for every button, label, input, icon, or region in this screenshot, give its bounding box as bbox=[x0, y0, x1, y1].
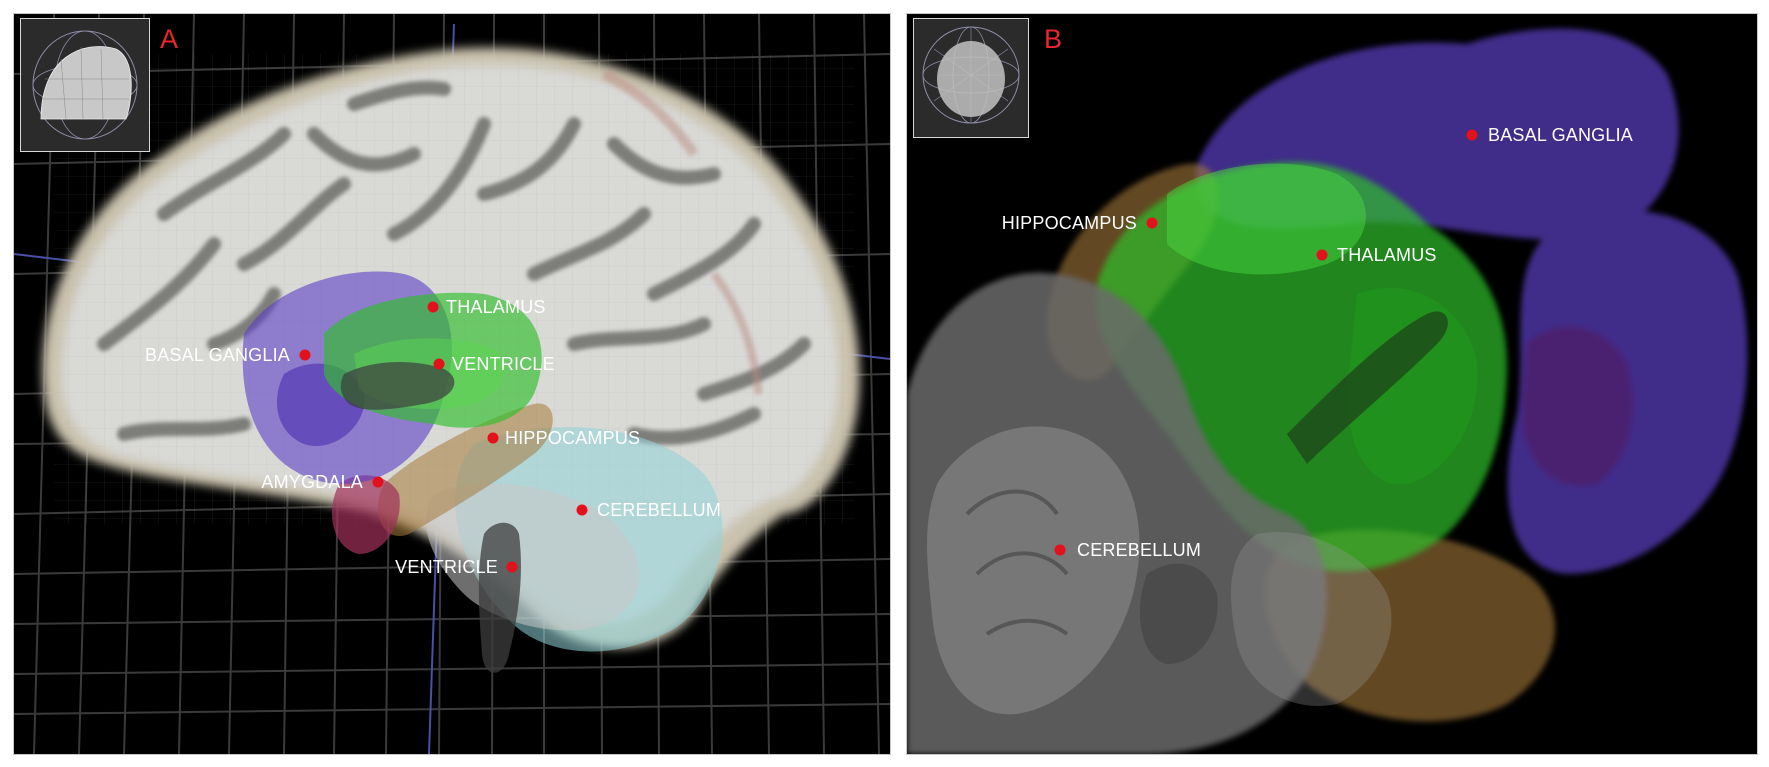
amygdala-marker bbox=[372, 476, 384, 488]
head-orientation-icon bbox=[922, 26, 1020, 124]
amygdala-shape bbox=[331, 475, 400, 554]
thalamus-label-b: THALAMUS bbox=[1337, 245, 1437, 265]
orientation-cube-a[interactable] bbox=[20, 18, 150, 152]
cerebellum-label: CEREBELLUM bbox=[597, 500, 722, 520]
thalamus-label: THALAMUS bbox=[446, 297, 546, 317]
panel-a: A THALAMUS BASAL GANGLIA VENTRICLE HIPPO… bbox=[13, 13, 891, 755]
panel-b: B BASAL GANGLIA HIPPOCAMPUS THALAMUS CER… bbox=[906, 13, 1758, 755]
hippocampus-shape bbox=[378, 403, 553, 536]
ventricle-upper-marker bbox=[433, 358, 445, 370]
panel-b-brain-render bbox=[907, 28, 1748, 754]
cortical-folds bbox=[97, 80, 811, 445]
panel-letter-b: B bbox=[1044, 24, 1063, 54]
basal-ganglia-label-b: BASAL GANGLIA bbox=[1488, 125, 1633, 145]
ventricle-lower-marker bbox=[506, 561, 518, 573]
thalamus-marker bbox=[427, 301, 439, 313]
cerebellum-marker-b bbox=[1054, 544, 1066, 556]
ventricle-upper-label: VENTRICLE bbox=[452, 354, 555, 374]
ventricle-upper-shape bbox=[340, 362, 455, 410]
cerebellum-shape-b bbox=[907, 272, 1327, 754]
thalamus-marker-b bbox=[1316, 249, 1328, 261]
head-orientation-icon bbox=[32, 30, 138, 140]
basal-ganglia-marker bbox=[299, 349, 311, 361]
orientation-cube-b[interactable] bbox=[913, 18, 1029, 138]
hippocampus-marker-b bbox=[1146, 217, 1158, 229]
hippocampus-marker bbox=[487, 432, 499, 444]
basal-ganglia-marker-b bbox=[1466, 129, 1478, 141]
amygdala-label: AMYGDALA bbox=[261, 472, 363, 492]
basal-ganglia-label: BASAL GANGLIA bbox=[145, 345, 290, 365]
cerebellum-marker bbox=[576, 504, 588, 516]
hippocampus-label-b: HIPPOCAMPUS bbox=[1001, 213, 1137, 233]
cerebellum-label-b: CEREBELLUM bbox=[1077, 540, 1202, 560]
panel-letter-a: A bbox=[160, 24, 179, 54]
panel-a-brain-render bbox=[14, 14, 890, 754]
ventricle-lower-label: VENTRICLE bbox=[395, 557, 498, 577]
ventricle-lower-shape bbox=[478, 522, 521, 673]
hippocampus-label: HIPPOCAMPUS bbox=[505, 428, 641, 448]
